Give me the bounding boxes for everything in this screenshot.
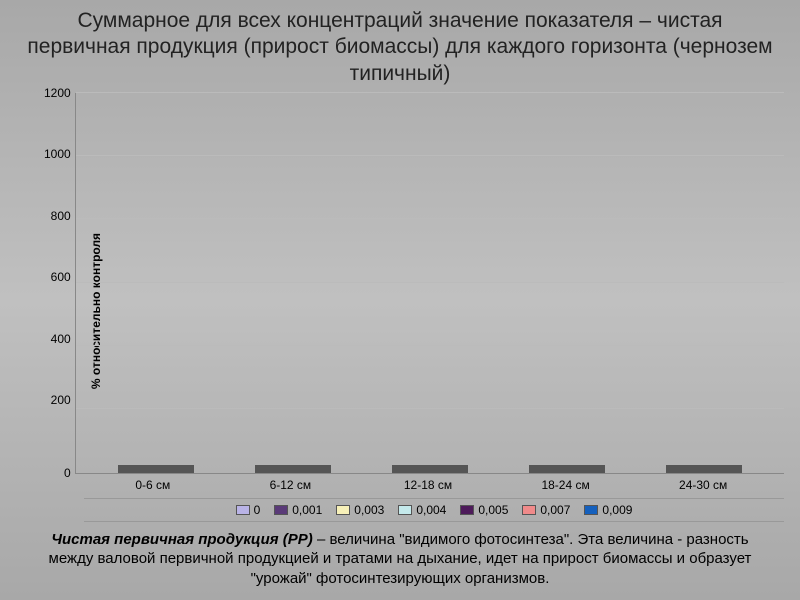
legend-item: 0,003 (336, 503, 384, 517)
legend-label: 0,004 (416, 503, 446, 517)
bar-segment (255, 471, 331, 473)
chart-area: % относительно контроля 1200100080060040… (16, 93, 784, 530)
legend-swatch (274, 505, 288, 515)
legend-swatch (584, 505, 598, 515)
x-label: 12-18 см (359, 478, 497, 492)
bar-segment (392, 471, 468, 473)
legend-item: 0,004 (398, 503, 446, 517)
legend-label: 0,009 (602, 503, 632, 517)
caption: Чистая первичная продукция (PP) – величи… (16, 530, 784, 589)
x-labels: 0-6 см6-12 см12-18 см18-24 см24-30 см (44, 474, 784, 494)
y-tick: 800 (44, 210, 71, 222)
x-label: 0-6 см (84, 478, 222, 492)
legend-item: 0 (236, 503, 261, 517)
legend-label: 0,005 (478, 503, 508, 517)
y-tick: 400 (44, 333, 71, 345)
bar-segment (666, 471, 742, 473)
y-tick: 600 (44, 271, 71, 283)
bar-column (255, 465, 331, 473)
bar-column (666, 465, 742, 473)
bar-segment (529, 471, 605, 473)
legend-swatch (522, 505, 536, 515)
legend-swatch (460, 505, 474, 515)
y-tick: 200 (44, 394, 71, 406)
legend-label: 0,007 (540, 503, 570, 517)
legend-item: 0,005 (460, 503, 508, 517)
y-tick: 0 (44, 467, 71, 479)
caption-term: Чистая первичная продукция (PP) (51, 531, 312, 548)
bar-segment (118, 471, 194, 473)
bars-container (76, 93, 784, 473)
legend-label: 0,001 (292, 503, 322, 517)
y-tick: 1200 (44, 87, 71, 99)
x-label: 18-24 см (497, 478, 635, 492)
x-label: 6-12 см (222, 478, 360, 492)
legend-item: 0,001 (274, 503, 322, 517)
plot: 120010008006004002000 (44, 93, 784, 474)
slide-title: Суммарное для всех концентраций значение… (16, 8, 784, 87)
y-ticks: 120010008006004002000 (44, 93, 75, 474)
x-label: 24-30 см (634, 478, 772, 492)
legend-item: 0,009 (584, 503, 632, 517)
legend-item: 0,007 (522, 503, 570, 517)
legend-swatch (398, 505, 412, 515)
y-tick: 1000 (44, 148, 71, 160)
bar-column (392, 465, 468, 473)
grid (75, 93, 784, 474)
bar-column (529, 465, 605, 473)
legend-label: 0,003 (354, 503, 384, 517)
legend-label: 0 (254, 503, 261, 517)
legend: 0 0,001 0,003 0,004 0,005 0,007 0,009 (84, 498, 784, 522)
legend-swatch (236, 505, 250, 515)
bar-column (118, 465, 194, 473)
legend-swatch (336, 505, 350, 515)
